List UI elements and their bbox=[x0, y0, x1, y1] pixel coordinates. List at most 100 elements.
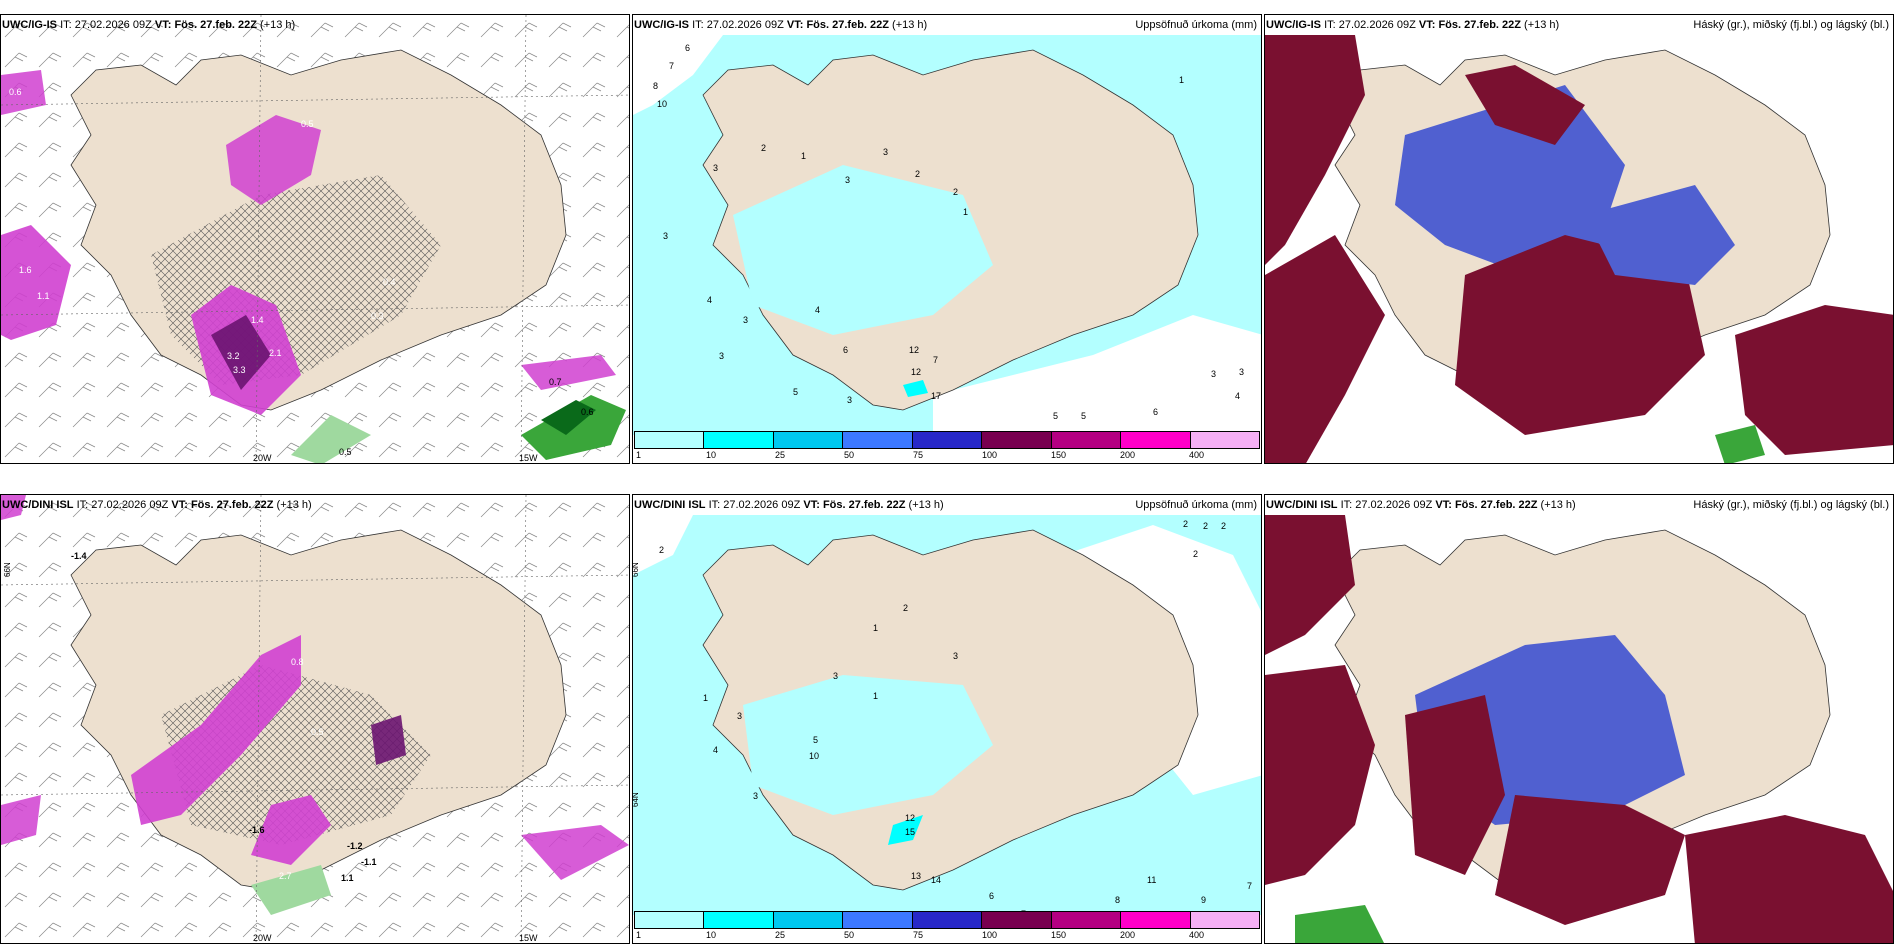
cloud-high bbox=[1685, 815, 1893, 943]
precip-green-1 bbox=[291, 415, 371, 463]
colorbar-label: 1 bbox=[636, 450, 642, 460]
cloud-high bbox=[1455, 235, 1705, 435]
model-name: UWC/DINI ISL bbox=[634, 499, 706, 511]
rain-value: 2 bbox=[659, 545, 665, 555]
graticule-line bbox=[1, 574, 629, 586]
precip-light-land bbox=[733, 165, 993, 335]
wind-value: 0.3 bbox=[371, 311, 384, 321]
colorbar-swatch bbox=[635, 432, 705, 448]
wind-value: 1.6 bbox=[571, 887, 584, 897]
vt-value: Fös. 27.feb. 22Z bbox=[806, 19, 889, 31]
precip-light-land bbox=[743, 675, 993, 815]
colorbar-swatch bbox=[1051, 912, 1122, 928]
rain-value: 12 bbox=[905, 813, 916, 823]
it-label: IT: bbox=[708, 499, 721, 511]
rain-value: 6 bbox=[843, 345, 849, 355]
rain-value: 4 bbox=[707, 295, 713, 305]
colorbar-swatch bbox=[1051, 432, 1122, 448]
lat-label: 66N bbox=[3, 562, 12, 577]
rain-value: 2 bbox=[1203, 521, 1209, 531]
clear-area bbox=[1375, 415, 1485, 463]
rain-value: 2 bbox=[915, 169, 921, 179]
rain-value: 5 bbox=[813, 735, 819, 745]
wind-value: 1.0 bbox=[393, 911, 406, 921]
panel-wind-top: UWC/IG-IS IT: 27.02.2026 09Z VT: Fös. 27… bbox=[0, 14, 630, 464]
colorbar-swatch bbox=[1121, 912, 1191, 928]
colorbar-label: 150 bbox=[1051, 930, 1067, 940]
wind-value: -1.4 bbox=[71, 551, 87, 561]
colorbar-swatch bbox=[1190, 912, 1259, 928]
precip-purple bbox=[131, 635, 301, 825]
rain-value: 3 bbox=[743, 315, 749, 325]
colorbar-swatch bbox=[773, 912, 844, 928]
lon-label: 15W bbox=[519, 453, 538, 463]
colorbar bbox=[634, 431, 1260, 449]
colorbar-label: 25 bbox=[775, 450, 786, 460]
wind-value: 3.3 bbox=[233, 365, 246, 375]
vt-label: VT: bbox=[803, 499, 820, 511]
rain-value: 17 bbox=[931, 391, 942, 401]
colorbar-swatch bbox=[843, 432, 913, 448]
colorbar-swatch bbox=[982, 912, 1052, 928]
it-value: 27.02.2026 09Z bbox=[74, 19, 152, 31]
rain-value: 14 bbox=[931, 875, 942, 885]
model-name: UWC/IG-IS bbox=[634, 19, 689, 31]
clear-area bbox=[1365, 875, 1465, 935]
rain-value: 1 bbox=[873, 623, 879, 633]
cloud-mid bbox=[1395, 85, 1625, 275]
wind-value: 2.1 bbox=[269, 348, 282, 358]
panel-header: UWC/DINI ISL IT: 27.02.2026 09Z VT: Fös.… bbox=[2, 499, 625, 515]
precip-purple bbox=[251, 795, 331, 865]
it-value: 27.02.2026 09Z bbox=[706, 19, 784, 31]
it-label: IT: bbox=[1324, 19, 1336, 31]
rain-value: 6 bbox=[1153, 407, 1159, 417]
panel-title: Háský (gr.), miðský (fj.bl.) og lágský (… bbox=[1693, 19, 1889, 31]
wind-value: 0.4 bbox=[383, 277, 396, 287]
cloud-low bbox=[1715, 425, 1765, 463]
rain-value: 2 bbox=[1221, 521, 1227, 531]
cloud-high bbox=[1265, 35, 1365, 265]
colorbar-label: 100 bbox=[982, 930, 998, 940]
colorbar-label: 1 bbox=[636, 930, 642, 940]
lead-time: (+13 h) bbox=[892, 19, 928, 31]
panel-header: UWC/IG-IS IT: 27.02.2026 09Z VT: Fös. 27… bbox=[2, 19, 625, 35]
rain-value: 2 bbox=[761, 143, 767, 153]
rain-value: 1 bbox=[873, 691, 879, 701]
precip-cyan bbox=[903, 380, 928, 397]
precip-purple-west bbox=[1, 795, 41, 845]
vt-value: Fös. 27.feb. 22Z bbox=[190, 499, 274, 511]
model-name: UWC/DINI ISL bbox=[1266, 499, 1338, 511]
rain-value: 6 bbox=[989, 891, 995, 901]
cloud-high bbox=[1465, 65, 1585, 145]
panel-header: UWC/IG-IS IT: 27.02.2026 09Z VT: Fös. 27… bbox=[634, 19, 1257, 35]
rain-value: 3 bbox=[833, 671, 839, 681]
cloud-low bbox=[1295, 905, 1384, 943]
colorbar-label: 10 bbox=[706, 930, 717, 940]
map-precip-top bbox=[633, 35, 1261, 435]
rain-value: 15 bbox=[905, 827, 916, 837]
sea-dry-area bbox=[933, 315, 1261, 435]
rain-value: 10 bbox=[809, 751, 820, 761]
cloud-high bbox=[1265, 665, 1375, 885]
graticule-line bbox=[520, 495, 527, 943]
map-cloud-bottom bbox=[1265, 515, 1893, 943]
vt-value: Fös. 27.feb. 22Z bbox=[174, 19, 257, 31]
panel-title: Háský (gr.), miðský (fj.bl.) og lágský (… bbox=[1693, 499, 1889, 511]
colorbar-label: 100 bbox=[982, 450, 998, 460]
rain-value: 2 bbox=[1183, 519, 1189, 529]
map-wind-bottom bbox=[1, 495, 629, 943]
colorbar-label: 25 bbox=[775, 930, 786, 940]
colorbar-label: 75 bbox=[913, 450, 924, 460]
wind-value: 0.5 bbox=[339, 447, 352, 457]
it-value: 27.02.2026 09Z bbox=[723, 499, 801, 511]
colorbar-swatch bbox=[1190, 432, 1259, 448]
rain-value: 7 bbox=[933, 355, 939, 365]
panel-title: Uppsöfnuð úrkoma (mm) bbox=[1135, 499, 1257, 511]
panel-cloud-top: UWC/IG-IS IT: 27.02.2026 09Z VT: Fös. 27… bbox=[1264, 14, 1894, 464]
vt-label: VT: bbox=[154, 19, 172, 31]
colorbar-label: 75 bbox=[913, 930, 924, 940]
wind-value: -1.2 bbox=[347, 841, 363, 851]
rain-value: 7 bbox=[669, 61, 675, 71]
lead-time: (+13 h) bbox=[1540, 499, 1576, 511]
lat-label: 66N bbox=[632, 562, 640, 577]
